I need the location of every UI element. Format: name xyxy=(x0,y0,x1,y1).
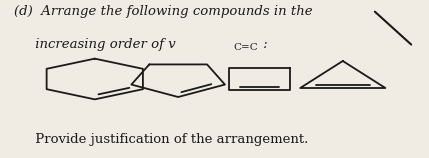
Text: C=C: C=C xyxy=(234,43,259,52)
Text: Provide justification of the arrangement.: Provide justification of the arrangement… xyxy=(14,133,308,146)
Text: (d)  Arrange the following compounds in the: (d) Arrange the following compounds in t… xyxy=(14,5,312,18)
Text: :: : xyxy=(260,38,268,51)
Text: increasing order of v: increasing order of v xyxy=(14,38,175,51)
